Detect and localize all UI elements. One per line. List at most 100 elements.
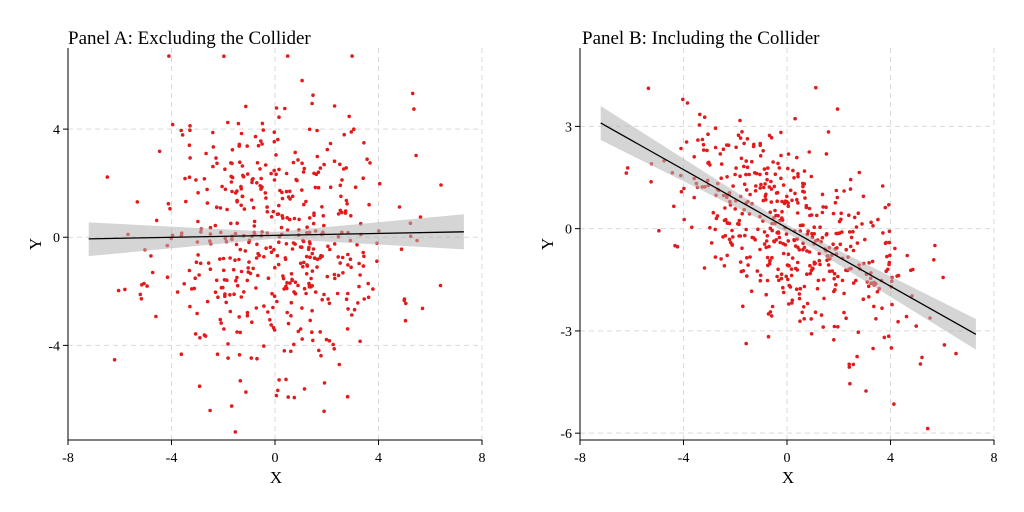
panel-a-point bbox=[302, 202, 306, 207]
panel-a-point bbox=[325, 147, 330, 152]
panel-a-point bbox=[302, 260, 306, 265]
panel-b-point bbox=[713, 227, 717, 232]
panel-b-point bbox=[864, 389, 868, 393]
panel-b-confidence-band bbox=[600, 105, 976, 350]
panel-b-point bbox=[834, 231, 838, 236]
panel-a-point bbox=[336, 273, 341, 278]
panel-b-point bbox=[764, 171, 769, 176]
panel-a-point bbox=[194, 178, 198, 182]
panel-a-point bbox=[375, 259, 379, 264]
panel-b-point bbox=[933, 243, 937, 248]
panel-a-x-tick-label: 4 bbox=[375, 451, 382, 466]
panel-a-point bbox=[310, 308, 314, 313]
panel-b-point bbox=[855, 354, 859, 359]
panel-a-point bbox=[259, 139, 263, 143]
panel-b-point bbox=[744, 227, 748, 232]
panel-b-x-tick-label: -8 bbox=[574, 451, 586, 466]
panel-a-point bbox=[264, 196, 268, 200]
panel-a-point bbox=[239, 295, 244, 299]
panel-b-point bbox=[748, 255, 752, 259]
panel-a-point bbox=[332, 347, 337, 351]
panel-b-point bbox=[836, 325, 840, 329]
panel-b-point bbox=[801, 223, 805, 227]
panel-a-point bbox=[239, 187, 244, 191]
panel-b-point bbox=[675, 244, 680, 249]
panel-a-point bbox=[296, 283, 300, 288]
panel-b-point bbox=[763, 182, 767, 186]
panel-b-point bbox=[722, 218, 727, 223]
panel-a-point bbox=[188, 304, 192, 309]
panel-a-point bbox=[278, 188, 282, 193]
panel-a-point bbox=[233, 191, 238, 195]
panel-a-point bbox=[222, 327, 226, 331]
panel-a-point bbox=[357, 261, 361, 266]
panel-b-point bbox=[779, 276, 784, 281]
panel-b-point bbox=[744, 159, 748, 163]
panel-a-point bbox=[410, 91, 415, 96]
panel-b-point bbox=[745, 274, 749, 278]
panel-b-point bbox=[904, 314, 909, 319]
panel-b-point bbox=[775, 199, 779, 203]
panel-b-point bbox=[745, 137, 750, 141]
panel-b-point bbox=[871, 224, 875, 228]
panel-b-point bbox=[854, 278, 858, 283]
panel-b-point bbox=[861, 194, 866, 199]
panel-b-point bbox=[745, 165, 750, 170]
panel-a-x-axis-label: X bbox=[270, 468, 282, 487]
panel-a-point bbox=[188, 128, 192, 132]
panel-a-point bbox=[301, 264, 305, 269]
panel-b-point bbox=[690, 225, 694, 230]
panel-a-point bbox=[230, 148, 235, 152]
panel-b-point bbox=[701, 148, 706, 152]
panel-b-point bbox=[797, 292, 802, 296]
panel-a-point bbox=[298, 327, 303, 331]
panel-b-point bbox=[784, 232, 789, 236]
panel-a-point bbox=[224, 300, 228, 305]
panel-a-point bbox=[361, 264, 366, 268]
panel-b-point bbox=[802, 284, 807, 289]
panel-b-point bbox=[761, 185, 766, 190]
panel-b-point bbox=[861, 297, 866, 302]
panel-b-point bbox=[781, 285, 785, 290]
panel-a-point bbox=[284, 377, 288, 382]
panel-a-point bbox=[167, 54, 171, 58]
panel-b-point bbox=[792, 238, 796, 242]
panel-a-point bbox=[318, 166, 323, 170]
panel-a-point bbox=[344, 198, 349, 203]
panel-b-point bbox=[805, 272, 809, 277]
panel-a-point bbox=[304, 291, 308, 296]
panel-a-point bbox=[205, 299, 210, 304]
panel-b-point bbox=[785, 263, 790, 267]
panel-a-point bbox=[318, 330, 323, 334]
panel-b-point bbox=[918, 362, 923, 366]
panel-a-point bbox=[229, 221, 233, 226]
panel-b-point bbox=[769, 179, 773, 184]
panel-b-point bbox=[889, 346, 894, 350]
panel-b-point bbox=[920, 355, 924, 360]
panel-b-point bbox=[874, 317, 878, 321]
panel-b-point bbox=[788, 188, 793, 193]
panel-a-point bbox=[223, 167, 227, 171]
panel-a-point bbox=[290, 277, 294, 282]
panel-b-point bbox=[719, 176, 723, 180]
panel-a-point bbox=[251, 205, 256, 210]
panel-a-point bbox=[311, 338, 315, 343]
panel-b-x-tick-label: -4 bbox=[678, 451, 690, 466]
panel-b-point bbox=[779, 176, 783, 181]
panel-a-point bbox=[235, 275, 239, 280]
panel-b-point bbox=[821, 205, 825, 209]
panel-a-point bbox=[324, 337, 329, 342]
panel-a-point bbox=[255, 273, 260, 278]
panel-a-point bbox=[264, 246, 268, 250]
panel-a-point bbox=[214, 278, 219, 283]
panel-b-point bbox=[786, 239, 791, 243]
panel-b-point bbox=[932, 258, 936, 262]
panel-b-point bbox=[795, 211, 800, 215]
panel-b-point bbox=[872, 304, 876, 309]
panel-b-point bbox=[681, 97, 685, 102]
panel-a-point bbox=[245, 313, 250, 318]
panel-b-point bbox=[885, 254, 889, 259]
panel-a-point bbox=[312, 256, 317, 260]
panel-a-point bbox=[282, 287, 286, 291]
panel-a-point bbox=[328, 185, 333, 189]
